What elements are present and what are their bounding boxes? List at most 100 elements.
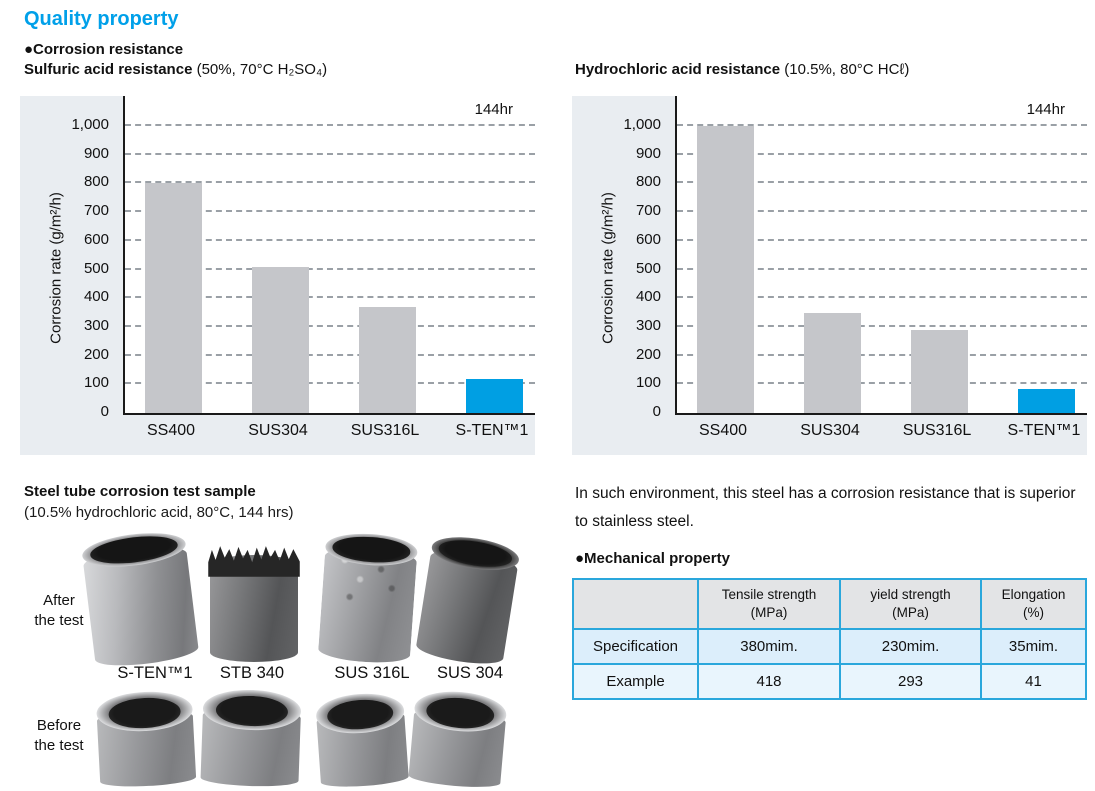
sample-labels-row: S-TEN™1 STB 340 SUS 316L SUS 304	[24, 664, 544, 688]
corroded-edge	[208, 546, 300, 577]
gridline	[125, 152, 535, 155]
sulfuric-chart-title-conditions: (50%, 70°C H₂SO₄)	[196, 61, 328, 78]
sample-label-s-ten1: S-TEN™1	[117, 664, 193, 682]
bar-SS400	[144, 183, 202, 413]
tube-photo-after-stb340	[208, 542, 300, 662]
example-tensile-value: 418	[697, 663, 841, 700]
col-header-line2: (MPa)	[892, 605, 929, 620]
y-tick-label: 0	[100, 403, 109, 420]
after-test-label: After the test	[34, 592, 84, 629]
tube-photo-after-s-ten1	[80, 528, 200, 670]
tube-photo-after-sus316l	[317, 530, 419, 666]
gridline	[125, 124, 535, 126]
y-tick-label: 100	[83, 374, 109, 392]
spec-tensile-value: 380mim.	[697, 628, 841, 665]
tube-photo-before-sus316l	[314, 691, 410, 789]
tube-photo-before-sus304	[408, 688, 508, 790]
y-tick-label: 900	[635, 144, 661, 162]
y-tick-label: 700	[635, 202, 661, 220]
y-tick-label: 500	[83, 259, 109, 277]
y-axis-ticks: 0 100 200 300 400 500 600 700 800 900 1,000	[572, 96, 667, 420]
spec-elongation-value: 35mim.	[980, 628, 1087, 665]
hydrochloric-chart-title-bold: Hydrochloric acid resistance	[575, 61, 781, 78]
before-test-label: Before the test	[34, 717, 84, 754]
y-axis-ticks: 0 100 200 300 400 500 600 700 800 900 1,000	[20, 96, 115, 420]
bar-SS400	[696, 126, 754, 413]
gridline	[125, 267, 535, 270]
duration-label: 144hr	[1026, 101, 1065, 118]
col-header-line2: (%)	[1023, 605, 1044, 620]
col-header-elongation: Elongation (%)	[980, 578, 1087, 630]
y-tick-label: 1,000	[623, 116, 661, 133]
gridline	[677, 152, 1087, 155]
col-header-line2: (MPa)	[750, 605, 788, 620]
gridline	[125, 296, 535, 299]
y-tick-label: 200	[83, 345, 109, 363]
x-category-label: SS400	[146, 422, 196, 439]
gridline	[677, 210, 1087, 213]
table-row-specification: Specification 380mim. 230mim. 35mim.	[572, 628, 1087, 665]
chart-plot-area: 144hr	[675, 96, 1087, 415]
page-title: Quality property	[24, 8, 179, 30]
hydrochloric-chart-title: Hydrochloric acid resistance (10.5%, 80°…	[575, 61, 909, 78]
x-category-label: SUS316L	[350, 422, 420, 439]
example-yield-value: 293	[839, 663, 982, 700]
hydrochloric-acid-bar-chart: Corrosion rate (g/m²/h) 0 100 200 300 400 500…	[572, 96, 1087, 455]
example-elongation-value: 41	[980, 663, 1087, 700]
y-tick-label: 1,000	[71, 116, 109, 133]
x-category-label: SUS304	[248, 422, 308, 439]
gridline	[125, 210, 535, 213]
y-tick-label: 400	[83, 288, 109, 306]
chart-plot-area: 144hr	[123, 96, 535, 415]
sample-label-sus316l: SUS 316L	[334, 664, 410, 682]
x-category-label: SUS316L	[902, 422, 972, 439]
x-axis-labels: SS400 SUS304 SUS316L S-TEN™1	[675, 418, 1085, 452]
y-tick-label: 600	[83, 230, 109, 248]
mechanical-property-table: Tensile strength (MPa) yield strength (M…	[572, 578, 1087, 700]
x-category-label: S-TEN™1	[455, 422, 529, 439]
y-tick-label: 300	[635, 316, 661, 334]
y-tick-label: 800	[635, 173, 661, 191]
gridline	[677, 238, 1087, 241]
col-header-tensile-strength: Tensile strength (MPa)	[697, 578, 841, 630]
y-tick-label: 0	[652, 403, 661, 420]
bar-S-TEN™1	[1017, 388, 1075, 413]
row-label: Specification	[572, 628, 699, 665]
gridline	[677, 296, 1087, 299]
gridline	[677, 324, 1087, 327]
environment-paragraph: In such environment, this steel has a co…	[575, 485, 1076, 531]
tube-photo-before-s-ten1	[95, 689, 197, 789]
gridline	[677, 124, 1087, 126]
y-tick-label: 600	[635, 230, 661, 248]
table-header-row: Tensile strength (MPa) yield strength (M…	[572, 578, 1087, 630]
duration-label: 144hr	[474, 101, 513, 118]
table-corner-cell	[572, 578, 699, 630]
mechanical-property-heading: ●Mechanical property	[575, 550, 730, 567]
sample-label-stb340: STB 340	[219, 664, 285, 682]
corrosion-section-heading: ●Corrosion resistance	[24, 41, 184, 58]
y-tick-label: 400	[635, 288, 661, 306]
bar-SUS304	[803, 312, 861, 413]
gridline	[677, 353, 1087, 356]
sulfuric-chart-title-bold: Sulfuric acid resistance	[24, 61, 193, 78]
gridline	[125, 382, 535, 385]
x-category-label: S-TEN™1	[1007, 422, 1081, 439]
sulfuric-acid-bar-chart: Corrosion rate (g/m²/h) 0 100 200 300 400 500…	[20, 96, 535, 455]
gridline	[125, 238, 535, 241]
tube-section-subtitle: (10.5% hydrochloric acid, 80°C, 144 hrs)	[24, 504, 294, 521]
y-tick-label: 100	[635, 374, 661, 392]
x-category-label: SS400	[698, 422, 748, 439]
tube-section-title: Steel tube corrosion test sample	[24, 483, 256, 500]
bar-SUS304	[251, 266, 309, 413]
col-header-line1: Elongation	[1001, 586, 1066, 602]
y-tick-label: 900	[83, 144, 109, 162]
x-category-label: SUS304	[800, 422, 860, 439]
y-tick-label: 700	[83, 202, 109, 220]
row-label: Example	[572, 663, 699, 700]
gridline	[677, 267, 1087, 270]
gridline	[125, 324, 535, 327]
tube-photo-before-stb340	[200, 688, 302, 788]
sample-label-sus304: SUS 304	[436, 664, 504, 682]
bar-S-TEN™1	[465, 378, 523, 413]
